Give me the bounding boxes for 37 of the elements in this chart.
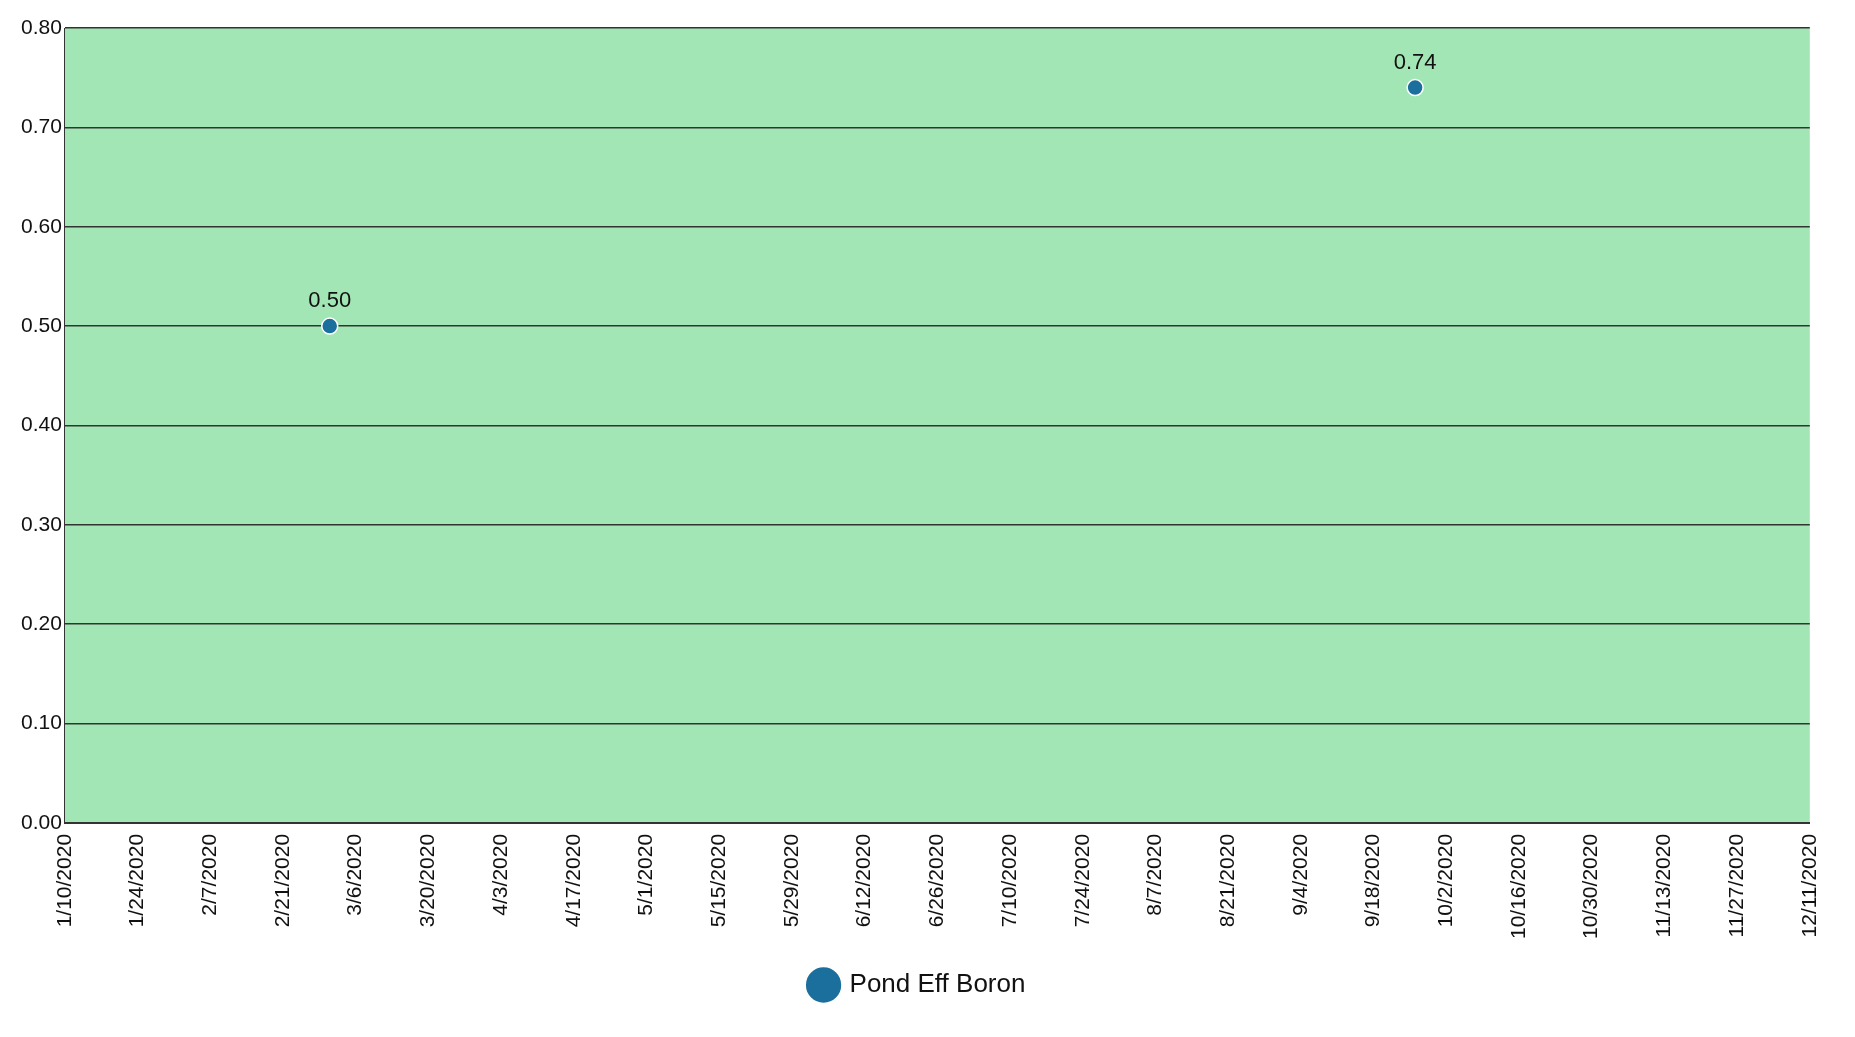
x-tick-label: 9/4/2020 — [1287, 833, 1311, 916]
data-label: 0.74 — [1393, 48, 1437, 74]
x-tick-label: 5/15/2020 — [706, 833, 730, 928]
x-tick-label: 1/24/2020 — [124, 833, 148, 928]
x-tick-label: 6/26/2020 — [924, 833, 948, 928]
y-tick-label: 0.60 — [21, 213, 62, 237]
x-tick-label: 1/10/2020 — [51, 833, 75, 928]
x-tick-label: 9/18/2020 — [1360, 833, 1384, 928]
x-tick-label: 12/11/2020 — [1796, 833, 1820, 938]
x-tick-label: 5/29/2020 — [778, 833, 802, 928]
x-tick-label: 2/21/2020 — [269, 833, 293, 928]
x-tick-label: 11/27/2020 — [1723, 833, 1747, 938]
x-tick-label: 7/10/2020 — [996, 833, 1020, 928]
x-tick-label: 10/30/2020 — [1578, 833, 1602, 940]
x-tick-label: 2/7/2020 — [197, 833, 221, 916]
y-tick-label: 0.00 — [21, 809, 62, 833]
y-tick-label: 0.40 — [21, 412, 62, 436]
x-tick-label: 3/6/2020 — [342, 833, 366, 916]
x-tick-label: 7/24/2020 — [1069, 833, 1093, 928]
x-tick-label: 10/16/2020 — [1505, 833, 1529, 940]
x-tick-label: 4/3/2020 — [487, 833, 511, 916]
y-tick-label: 0.80 — [21, 14, 62, 38]
y-tick-label: 0.20 — [21, 610, 62, 634]
y-tick-label: 0.50 — [21, 312, 62, 336]
x-tick-label: 10/2/2020 — [1433, 833, 1457, 928]
x-tick-label: 4/17/2020 — [560, 833, 584, 928]
legend-label: Pond Eff Boron — [849, 968, 1026, 999]
x-tick-label: 3/20/2020 — [415, 833, 439, 928]
x-tick-label: 8/7/2020 — [1142, 833, 1166, 916]
x-tick-label: 11/13/2020 — [1651, 833, 1675, 938]
x-tick-label: 8/21/2020 — [1214, 833, 1238, 928]
data-label: 0.50 — [308, 287, 352, 313]
x-tick-label: 6/12/2020 — [851, 833, 875, 928]
x-tick-label: 5/1/2020 — [633, 833, 657, 916]
y-tick-label: 0.70 — [21, 114, 62, 138]
y-tick-label: 0.30 — [21, 511, 62, 535]
y-tick-label: 0.10 — [21, 710, 62, 734]
